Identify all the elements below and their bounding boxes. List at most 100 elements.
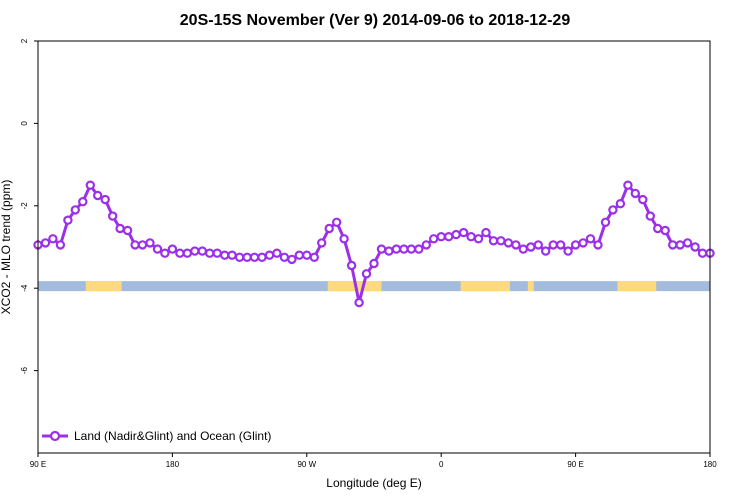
data-point bbox=[302, 250, 312, 260]
x-tick-label: 0 bbox=[439, 460, 444, 469]
data-point bbox=[414, 244, 424, 254]
data-point bbox=[488, 236, 499, 246]
data-point bbox=[653, 223, 663, 234]
legend-marker-swatch bbox=[49, 430, 61, 442]
data-point bbox=[204, 248, 215, 258]
data-point bbox=[219, 250, 230, 260]
y-axis-label: XCO2 - MLO trend (ppm) bbox=[0, 180, 13, 315]
data-point bbox=[511, 240, 521, 250]
y-tick-label: -2 bbox=[20, 202, 29, 210]
data-point bbox=[190, 246, 200, 256]
y-tick-label: 2 bbox=[20, 38, 29, 43]
data-point bbox=[451, 229, 461, 240]
data-point bbox=[690, 242, 700, 252]
data-point bbox=[496, 236, 506, 246]
data-point bbox=[473, 234, 484, 244]
data-point bbox=[608, 205, 618, 215]
data-point bbox=[675, 240, 685, 250]
surface-band bbox=[38, 281, 710, 292]
data-point bbox=[399, 244, 409, 254]
data-point bbox=[563, 246, 573, 256]
y-tick-label: 0 bbox=[20, 121, 29, 126]
data-point bbox=[346, 260, 357, 271]
x-tick-label: 90 E bbox=[30, 460, 46, 469]
data-point bbox=[227, 250, 237, 260]
data-point bbox=[526, 242, 536, 252]
data-point bbox=[638, 194, 648, 205]
land-segment bbox=[460, 281, 510, 292]
data-point bbox=[361, 269, 372, 279]
data-point bbox=[85, 180, 96, 190]
data-point bbox=[272, 248, 282, 258]
data-point bbox=[481, 227, 491, 238]
data-point bbox=[578, 238, 588, 248]
data-point bbox=[167, 244, 178, 254]
data-point bbox=[421, 240, 431, 250]
data-point bbox=[444, 231, 454, 242]
data-point bbox=[332, 217, 342, 227]
data-point bbox=[630, 188, 641, 199]
data-point bbox=[234, 252, 245, 262]
data-point bbox=[600, 217, 611, 227]
chart-title: 20S-15S November (Ver 9) 2014-09-06 to 2… bbox=[180, 12, 571, 29]
data-point bbox=[458, 227, 469, 238]
data-point bbox=[369, 258, 379, 269]
land-segment bbox=[527, 281, 534, 292]
data-point bbox=[429, 234, 439, 244]
data-point bbox=[92, 190, 103, 201]
data-point bbox=[40, 238, 51, 248]
data-point bbox=[264, 250, 275, 260]
data-point bbox=[70, 205, 81, 215]
data-point bbox=[645, 211, 656, 221]
data-point bbox=[63, 215, 73, 225]
data-point bbox=[152, 244, 163, 254]
data-point bbox=[384, 246, 394, 256]
data-point bbox=[585, 234, 596, 244]
x-tick-label: 180 bbox=[703, 460, 717, 469]
data-point bbox=[100, 194, 110, 205]
data-point bbox=[518, 244, 529, 254]
data-point bbox=[697, 248, 708, 258]
data-point bbox=[682, 238, 693, 248]
x-tick-label: 180 bbox=[166, 460, 180, 469]
data-point bbox=[115, 223, 125, 234]
data-point bbox=[309, 252, 319, 262]
data-point bbox=[406, 244, 416, 254]
data-point bbox=[668, 240, 678, 250]
data-point bbox=[556, 240, 566, 250]
data-point bbox=[615, 198, 626, 209]
data-point bbox=[145, 238, 155, 248]
data-point bbox=[257, 252, 267, 262]
data-point bbox=[503, 238, 514, 248]
x-axis: 90 E 180 90 W 0 90 E 180 bbox=[30, 453, 717, 469]
data-point bbox=[294, 250, 304, 260]
x-tick-label: 90 W bbox=[297, 460, 316, 469]
data-point bbox=[55, 240, 66, 250]
data-point bbox=[122, 225, 133, 236]
data-point bbox=[212, 248, 222, 258]
y-axis: 2 0 -2 -4 -6 bbox=[20, 38, 38, 374]
data-point bbox=[317, 238, 327, 248]
data-point bbox=[197, 246, 207, 256]
x-axis-label: Longitude (deg E) bbox=[326, 476, 421, 490]
data-point bbox=[570, 240, 581, 250]
data-point bbox=[249, 252, 260, 262]
x-tick-label: 90 E bbox=[567, 460, 583, 469]
data-point bbox=[533, 240, 544, 250]
y-tick-label: -6 bbox=[20, 366, 29, 374]
data-point bbox=[242, 252, 252, 262]
data-point bbox=[548, 240, 558, 250]
legend: Land (Nadir&Glint) and Ocean (Glint) bbox=[42, 429, 271, 443]
data-point bbox=[466, 231, 476, 242]
data-point bbox=[623, 180, 633, 190]
data-point bbox=[436, 231, 446, 242]
data-point bbox=[160, 248, 170, 258]
land-segment bbox=[617, 281, 657, 292]
y-tick-label: -4 bbox=[20, 284, 29, 292]
data-point bbox=[107, 211, 118, 221]
land-segment bbox=[85, 281, 122, 292]
data-point bbox=[324, 223, 334, 234]
data-point bbox=[339, 234, 349, 244]
data-point bbox=[78, 196, 88, 207]
